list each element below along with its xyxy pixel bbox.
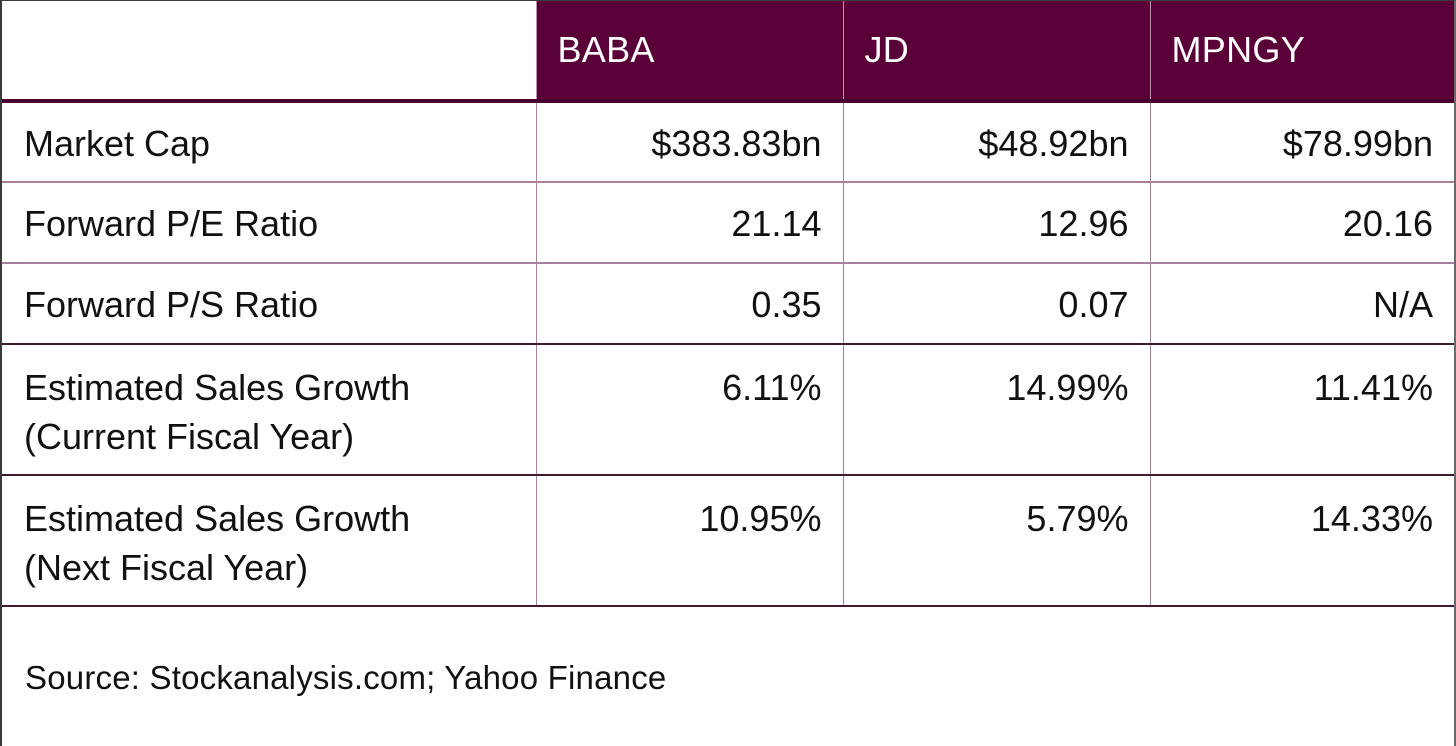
row-label: Forward P/E Ratio [2, 182, 536, 264]
cell-baba: 0.35 [535, 263, 843, 345]
row-label-line-2: (Next Fiscal Year) [24, 547, 309, 588]
source-note: Source: Stockanalysis.com; Yahoo Finance [25, 659, 667, 696]
cell-mpngy: N/A [1149, 263, 1454, 345]
row-label: Market Cap [2, 101, 536, 183]
row-label: Estimated Sales Growth (Current Fiscal Y… [2, 344, 536, 476]
stock-comparison-table: BABA JD MPNGY Market Cap $383.83bn $48.9… [2, 1, 1454, 607]
row-label-line-2: (Current Fiscal Year) [24, 416, 355, 457]
cell-baba: 6.11% [535, 344, 843, 476]
cell-baba: 21.14 [535, 182, 843, 264]
cell-mpngy: 20.16 [1149, 182, 1454, 264]
column-header-baba: BABA [535, 1, 843, 103]
row-label: Forward P/S Ratio [2, 263, 536, 345]
cell-mpngy: 14.33% [1149, 475, 1454, 607]
table-row-forward-ps: Forward P/S Ratio 0.35 0.07 N/A [2, 263, 1454, 345]
cell-jd: 0.07 [842, 263, 1150, 345]
cell-jd: 5.79% [842, 475, 1150, 607]
table-row-sales-growth-current: Estimated Sales Growth (Current Fiscal Y… [2, 344, 1454, 476]
cell-baba: $383.83bn [535, 101, 843, 183]
cell-mpngy: $78.99bn [1149, 101, 1454, 183]
header-row: BABA JD MPNGY [2, 1, 1454, 103]
table-row-sales-growth-next: Estimated Sales Growth (Next Fiscal Year… [2, 475, 1454, 607]
row-label-line-1: Estimated Sales Growth [24, 498, 411, 539]
header-corner-cell [2, 1, 536, 103]
table-row-market-cap: Market Cap $383.83bn $48.92bn $78.99bn [2, 101, 1454, 183]
row-label-line-1: Estimated Sales Growth [24, 367, 411, 408]
cell-mpngy: 11.41% [1149, 344, 1454, 476]
cell-jd: $48.92bn [842, 101, 1150, 183]
column-header-jd: JD [842, 1, 1150, 103]
cell-jd: 12.96 [842, 182, 1150, 264]
column-header-mpngy: MPNGY [1149, 1, 1454, 103]
cell-baba: 10.95% [535, 475, 843, 607]
table-row-forward-pe: Forward P/E Ratio 21.14 12.96 20.16 [2, 182, 1454, 264]
cell-jd: 14.99% [842, 344, 1150, 476]
row-label: Estimated Sales Growth (Next Fiscal Year… [2, 475, 536, 607]
